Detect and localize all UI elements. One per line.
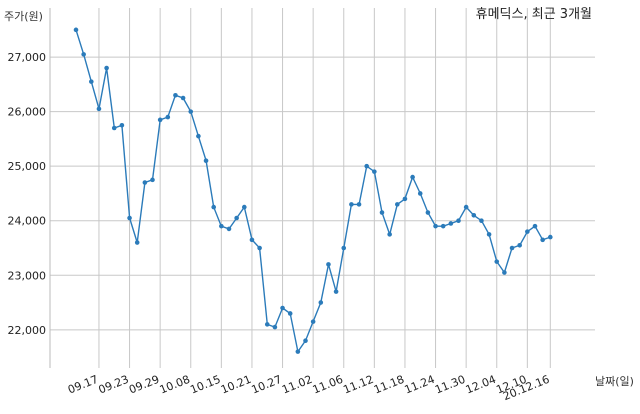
data-point (532, 223, 538, 229)
data-point (433, 223, 438, 229)
data-point (310, 319, 316, 324)
data-point (165, 114, 171, 120)
x-tick-label: 10.21 (219, 373, 253, 397)
data-point (372, 169, 377, 174)
x-tick-label: 09.23 (97, 373, 131, 397)
x-tick-label: 10.27 (250, 373, 284, 397)
x-tick-label: 09.29 (127, 373, 161, 397)
data-point (440, 223, 446, 229)
data-point (242, 204, 247, 210)
data-point (157, 117, 163, 123)
data-point (502, 270, 507, 275)
data-point (180, 95, 186, 101)
x-axis-title: 날짜(일) (595, 374, 634, 388)
x-tick-label: 11.18 (372, 373, 406, 397)
data-point (219, 223, 224, 229)
data-point (211, 204, 216, 210)
x-tick-label: 11.02 (280, 373, 314, 397)
data-point (402, 196, 408, 202)
data-point (379, 210, 385, 215)
data-point (349, 202, 354, 207)
x-tick-label: 10.08 (158, 373, 192, 397)
data-point (456, 218, 461, 224)
x-tick-label: 11.12 (341, 373, 375, 397)
data-point (471, 212, 477, 218)
data-point (203, 158, 209, 164)
x-axis: 09.1709.2309.2910.0810.1510.2110.2711.02… (66, 373, 551, 403)
y-tick-label: 26,000 (8, 106, 47, 119)
data-point (333, 289, 339, 294)
data-point (134, 240, 140, 245)
data-point (111, 125, 117, 131)
data-point (226, 226, 232, 232)
data-point (395, 202, 400, 207)
data-point (127, 215, 132, 221)
data-point (119, 122, 125, 128)
data-point (264, 322, 270, 327)
y-tick-label: 23,000 (8, 269, 47, 282)
y-axis: 22,000 23,000 24,000 25,000 26,000 27,000 (8, 51, 47, 337)
data-point (540, 237, 545, 243)
data-point (303, 338, 308, 344)
data-point (425, 210, 431, 215)
data-point (142, 180, 148, 185)
price-series (73, 27, 553, 354)
data-point (249, 237, 255, 243)
x-tick-label: 11.24 (403, 373, 437, 397)
data-point (479, 218, 484, 224)
data-point (318, 300, 324, 305)
y-tick-label: 22,000 (8, 324, 47, 337)
data-point (463, 204, 469, 210)
data-point (417, 191, 423, 196)
grid-lines (49, 8, 595, 368)
y-tick-label: 24,000 (8, 215, 47, 228)
data-point (104, 65, 109, 71)
x-tick-label: 20.12.16 (501, 373, 551, 403)
data-point (356, 202, 362, 207)
x-tick-label: 12.04 (464, 373, 498, 397)
y-tick-label: 27,000 (8, 51, 47, 64)
data-point (287, 311, 293, 316)
data-point (234, 215, 239, 221)
data-point (486, 232, 492, 237)
data-point (525, 229, 530, 234)
data-point (96, 106, 102, 112)
data-point (89, 79, 94, 84)
x-tick-label: 10.15 (188, 373, 222, 397)
data-point (364, 163, 370, 169)
data-point (494, 259, 500, 264)
data-point (81, 52, 86, 57)
x-tick-label: 11.30 (433, 373, 467, 397)
data-point (196, 133, 201, 139)
data-point (188, 109, 194, 114)
data-point (257, 245, 262, 251)
data-point (548, 234, 553, 240)
data-point (387, 232, 392, 237)
data-point (295, 349, 301, 354)
chart-title: 휴메딕스, 최근 3개월 (476, 7, 592, 22)
data-point (509, 245, 515, 251)
data-point (410, 174, 415, 180)
data-point (173, 92, 178, 98)
data-point (341, 245, 347, 251)
data-point (272, 324, 278, 330)
data-point (326, 262, 331, 267)
x-tick-label: 09.17 (66, 373, 100, 397)
y-tick-label: 25,000 (8, 160, 47, 173)
data-point (517, 242, 522, 248)
data-point (280, 305, 285, 311)
data-point (150, 177, 155, 183)
data-point (448, 221, 454, 226)
y-axis-title: 주가(원) (4, 10, 43, 23)
data-point (73, 27, 79, 33)
x-tick-label: 11.06 (311, 373, 345, 397)
